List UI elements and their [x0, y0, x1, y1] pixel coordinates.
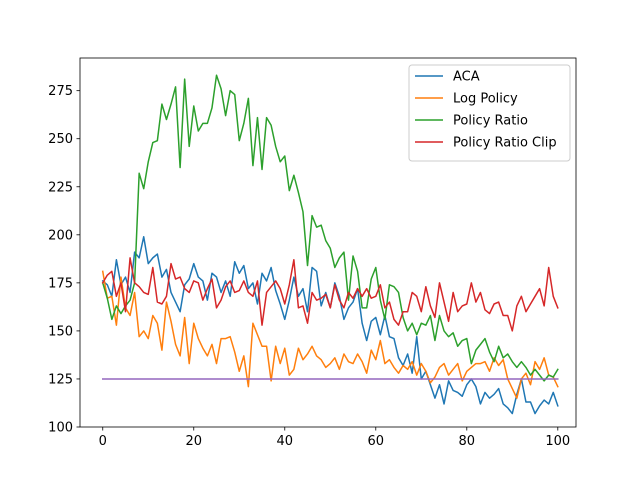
series-layer	[101, 74, 559, 415]
y-tick-label: 200	[48, 228, 73, 243]
series-line-policy-ratio-clip	[101, 257, 559, 332]
series-line-log-policy	[101, 270, 559, 399]
legend-label: ACA	[453, 70, 480, 85]
y-tick-label: 225	[48, 180, 73, 195]
y-tick-label: 250	[48, 132, 73, 147]
x-tick-label: 20	[185, 434, 202, 449]
y-tick-label: 125	[48, 372, 73, 387]
x-tick-label: 80	[459, 434, 476, 449]
y-tick-label: 100	[48, 421, 73, 436]
x-tick-label: 40	[276, 434, 293, 449]
axes-layer: 0 20 40 60 80 100 100 125 150 175 200 225 250 275	[48, 57, 577, 449]
legend-box	[408, 64, 571, 162]
y-tick-label: 275	[48, 84, 73, 99]
y-tick-label: 175	[48, 276, 73, 291]
x-tick-label: 60	[368, 434, 385, 449]
axes-frame	[79, 57, 577, 428]
legend-label: Log Policy	[453, 92, 518, 107]
x-tick-label: 100	[545, 434, 570, 449]
series-line-policy-ratio	[101, 74, 559, 382]
legend: ACA Log Policy Policy Ratio Policy Ratio Cl…	[408, 64, 571, 162]
y-tick-label: 150	[48, 324, 73, 339]
x-tick-label: 0	[99, 434, 107, 449]
legend-label: Policy Ratio	[453, 114, 528, 129]
legend-label: Policy Ratio Clip	[453, 136, 557, 151]
